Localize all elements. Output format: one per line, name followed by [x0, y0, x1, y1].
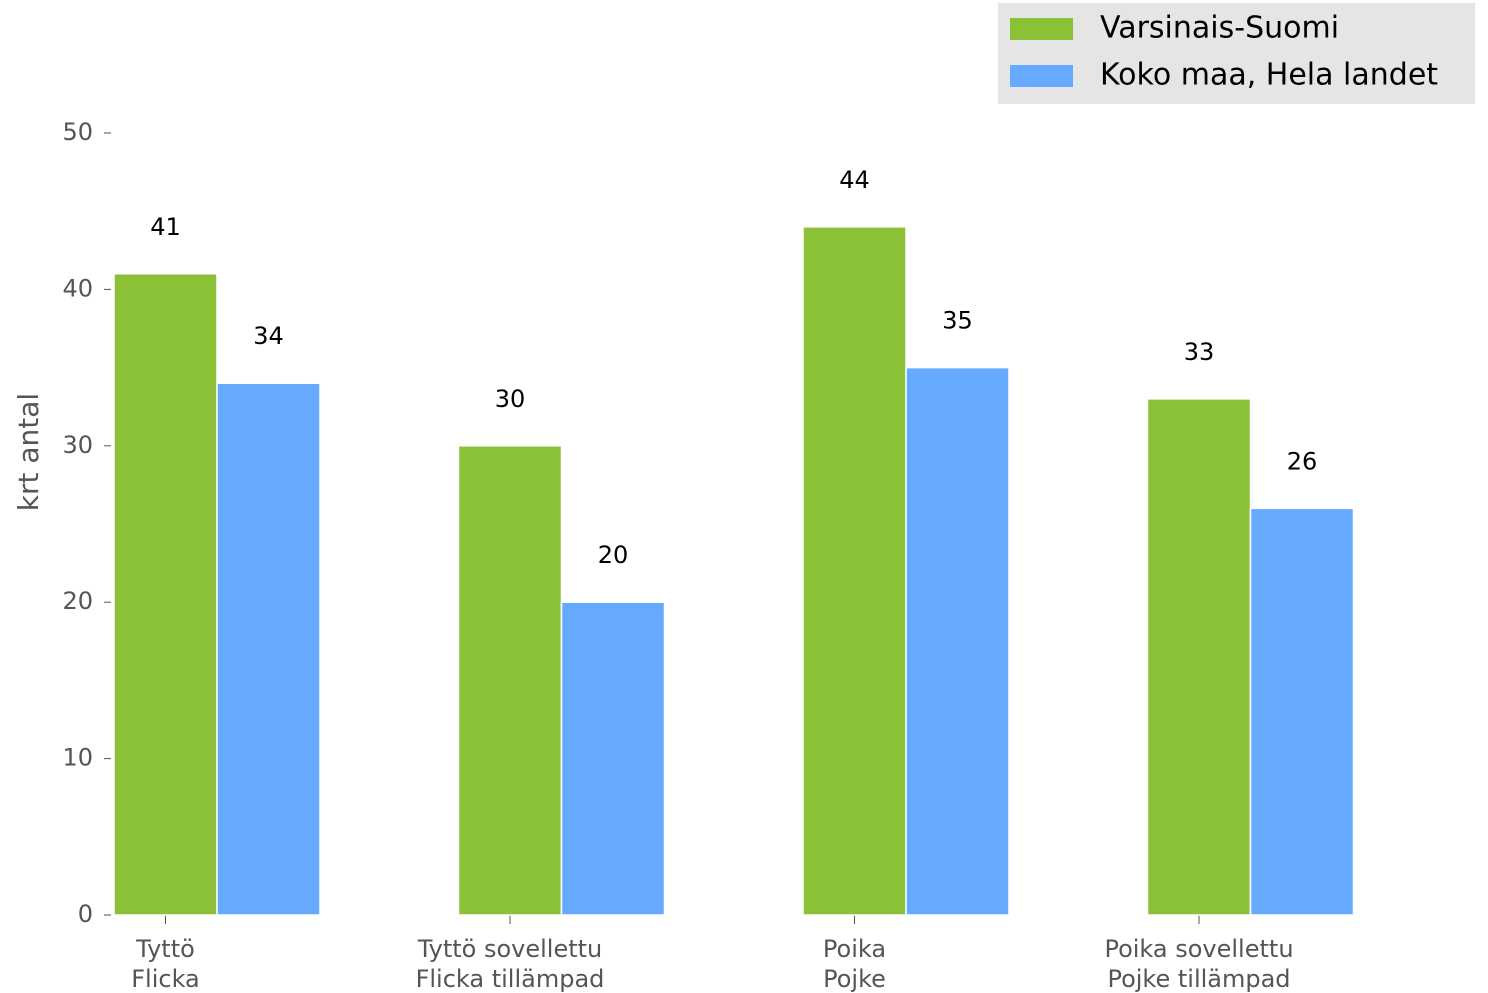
- y-tick-label: 40: [62, 274, 93, 302]
- legend-label: Koko maa, Hela landet: [1100, 58, 1438, 93]
- y-tick-label: 30: [62, 431, 93, 459]
- x-tick-label: Poika sovellettu Pojke tillämpad: [1104, 935, 1294, 993]
- data-label: 26: [1287, 447, 1318, 475]
- bar: [1146, 398, 1252, 916]
- bar: [802, 226, 907, 916]
- y-tick-label: 10: [62, 744, 93, 772]
- data-label: 33: [1184, 338, 1215, 366]
- y-axis-label: krt antal: [12, 393, 45, 511]
- data-label: 30: [495, 385, 526, 413]
- x-tick-label: Poika Pojke: [822, 935, 887, 993]
- bar: [457, 445, 563, 916]
- bar: [560, 601, 666, 916]
- data-label: 44: [839, 166, 870, 194]
- data-label: 20: [598, 541, 629, 569]
- x-tick-label: Tyttö sovellettu Flicka tillämpad: [415, 935, 605, 993]
- y-tick-label: 20: [62, 587, 93, 615]
- legend-swatch: [1010, 18, 1073, 40]
- bar: [113, 273, 218, 916]
- legend-label: Varsinais-Suomi: [1100, 11, 1339, 46]
- y-tick-label: 0: [78, 900, 93, 928]
- y-tick-label: 50: [62, 118, 93, 146]
- data-label: 41: [150, 213, 181, 241]
- bar: [1249, 507, 1355, 916]
- legend-swatch: [1010, 65, 1073, 87]
- data-label: 34: [253, 322, 284, 350]
- data-label: 35: [942, 307, 973, 335]
- x-tick-label: Tyttö Flicka: [131, 935, 200, 993]
- bar: [905, 366, 1010, 916]
- bar: [216, 382, 321, 916]
- legend-box: [998, 3, 1475, 104]
